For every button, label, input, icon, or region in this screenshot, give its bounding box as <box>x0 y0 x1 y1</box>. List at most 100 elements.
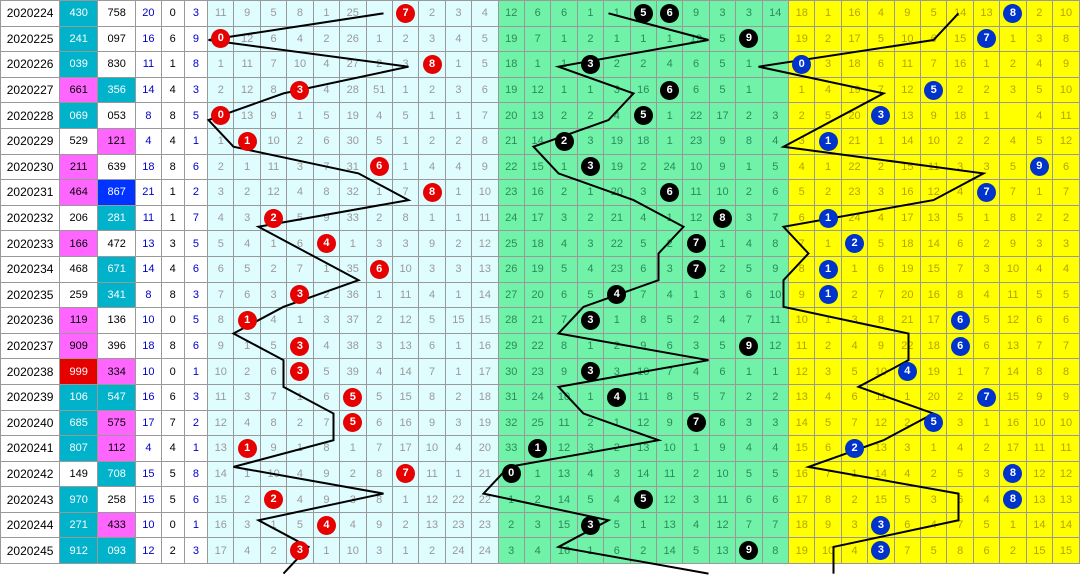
section-b-cell: 5 <box>630 231 656 257</box>
section-a-cell: 2 <box>260 256 286 282</box>
section-c-cell: 1 <box>973 52 999 78</box>
number1-cell: 999 <box>60 359 98 385</box>
section-c-cell: 15 <box>947 26 973 52</box>
section-b-cell: 3 <box>577 308 603 334</box>
section-a-cell: 1 <box>419 205 445 231</box>
section-c-cell: 8 <box>947 282 973 308</box>
red-ball: 3 <box>290 285 309 304</box>
red-ball: 3 <box>290 541 309 560</box>
section-a-cell: 1 <box>260 231 286 257</box>
section-c-cell: 5 <box>841 359 867 385</box>
section-a-cell: 2 <box>419 1 445 27</box>
section-c-cell: 9 <box>1026 384 1052 410</box>
section-c-cell: 3 <box>1000 77 1026 103</box>
section-c-cell: 4 <box>815 384 841 410</box>
section-c-cell: 5 <box>921 410 947 436</box>
section-a-cell: 0 <box>208 26 234 52</box>
section-c-cell: 18 <box>841 52 867 78</box>
section-a-cell: 5 <box>287 205 313 231</box>
number2-cell: 867 <box>98 180 136 206</box>
section-b-cell: 2 <box>551 180 577 206</box>
section-a-cell: 1 <box>287 384 313 410</box>
section-c-cell: 12 <box>868 410 894 436</box>
number2-cell: 758 <box>98 1 136 27</box>
s2-cell: 7 <box>161 410 184 436</box>
trend-table: 2020224430758200311958125723412661156933… <box>0 0 1080 564</box>
section-b-cell: 6 <box>604 538 630 564</box>
section-b-cell: 6 <box>630 256 656 282</box>
section-c-cell: 5 <box>789 180 815 206</box>
section-c-cell: 7 <box>1053 333 1080 359</box>
section-a-cell: 6 <box>287 231 313 257</box>
s2-cell: 1 <box>161 52 184 78</box>
black-ball: 3 <box>581 157 600 176</box>
section-c-cell: 12 <box>921 180 947 206</box>
section-b-cell: 9 <box>709 128 735 154</box>
section-b-cell: 4 <box>709 308 735 334</box>
blue-ball: 7 <box>977 29 996 48</box>
section-c-cell: 3 <box>815 359 841 385</box>
section-c-cell: 1 <box>815 1 841 27</box>
section-c-cell: 11 <box>1026 436 1052 462</box>
s3-cell: 9 <box>184 26 207 52</box>
section-c-cell: 14 <box>868 461 894 487</box>
section-c-cell: 18 <box>789 1 815 27</box>
section-a-cell: 19 <box>472 410 498 436</box>
black-ball: 5 <box>634 490 653 509</box>
section-b-cell: 10 <box>762 282 788 308</box>
section-b-cell: 1 <box>762 359 788 385</box>
section-a-cell: 1 <box>445 333 471 359</box>
section-c-cell: 0 <box>789 52 815 78</box>
section-c-cell: 1 <box>815 308 841 334</box>
number1-cell: 468 <box>60 256 98 282</box>
section-c-cell: 3 <box>868 512 894 538</box>
section-b-cell: 1 <box>604 1 630 27</box>
section-a-cell: 5 <box>313 103 339 129</box>
section-a-cell: 12 <box>419 487 445 513</box>
s1-cell: 10 <box>136 512 161 538</box>
section-a-cell: 1 <box>445 282 471 308</box>
section-c-cell: 2 <box>1053 205 1080 231</box>
s2-cell: 2 <box>161 538 184 564</box>
section-c-cell: 19 <box>789 538 815 564</box>
section-a-cell: 26 <box>340 26 366 52</box>
section-a-cell: 1 <box>313 538 339 564</box>
section-b-cell: 6 <box>709 359 735 385</box>
section-b-cell: 4 <box>683 359 709 385</box>
s3-cell: 8 <box>184 52 207 78</box>
section-b-cell: 23 <box>604 256 630 282</box>
section-b-cell: 4 <box>762 128 788 154</box>
red-ball: 7 <box>396 464 415 483</box>
number2-cell: 830 <box>98 52 136 78</box>
blue-ball: 7 <box>977 388 996 407</box>
section-b-cell: 3 <box>709 282 735 308</box>
section-b-cell: 26 <box>498 256 524 282</box>
blue-ball: 9 <box>1030 157 1049 176</box>
section-c-cell: 1 <box>815 128 841 154</box>
section-c-cell: 5 <box>921 538 947 564</box>
section-b-cell: 3 <box>577 128 603 154</box>
section-b-cell: 1 <box>577 77 603 103</box>
number2-cell: 708 <box>98 461 136 487</box>
section-c-cell: 11 <box>1000 282 1026 308</box>
s2-cell: 4 <box>161 256 184 282</box>
section-a-cell: 4 <box>287 461 313 487</box>
s3-cell: 5 <box>184 231 207 257</box>
section-c-cell: 1 <box>973 205 999 231</box>
section-c-cell: 14 <box>1053 512 1080 538</box>
s1-cell: 14 <box>136 77 161 103</box>
section-a-cell: 3 <box>366 231 392 257</box>
s1-cell: 20 <box>136 1 161 27</box>
section-c-cell: 17 <box>841 26 867 52</box>
section-b-cell: 6 <box>683 52 709 78</box>
section-b-cell: 4 <box>604 487 630 513</box>
s2-cell: 4 <box>161 436 184 462</box>
section-b-cell: 7 <box>736 308 762 334</box>
section-a-cell: 4 <box>313 52 339 78</box>
black-ball: 2 <box>555 132 574 151</box>
section-b-cell: 1 <box>656 128 682 154</box>
section-c-cell: 10 <box>1026 410 1052 436</box>
section-b-cell: 1 <box>551 154 577 180</box>
s3-cell: 3 <box>184 77 207 103</box>
section-c-cell: 15 <box>1000 384 1026 410</box>
